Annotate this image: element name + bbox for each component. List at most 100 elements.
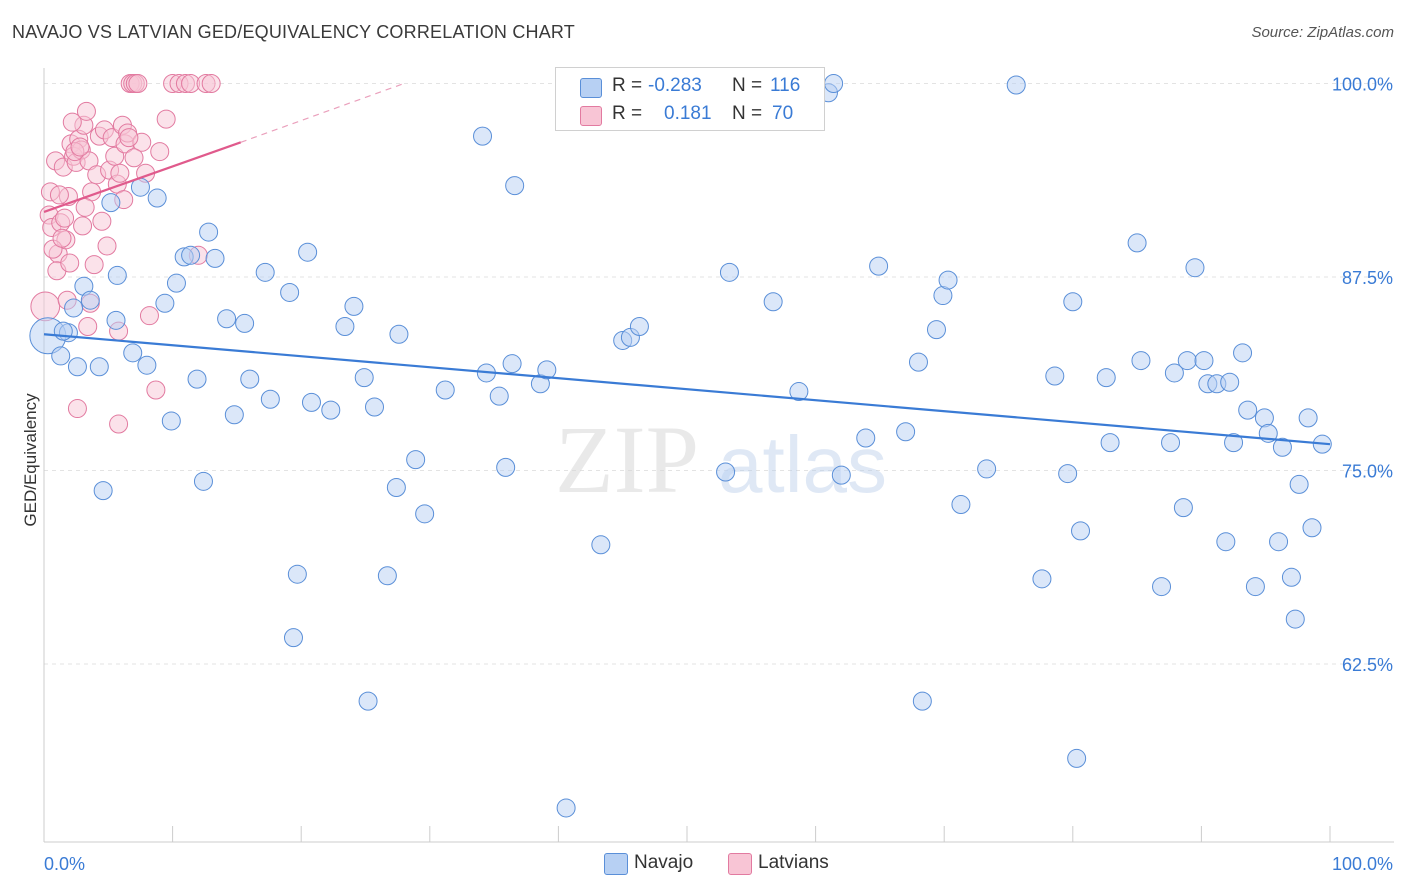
n-label: N = bbox=[732, 75, 763, 96]
navajo-point bbox=[502, 354, 522, 374]
navajo-point bbox=[354, 368, 374, 388]
navajo-point bbox=[386, 478, 406, 498]
y-tick-label: 100.0% bbox=[1332, 74, 1393, 94]
navajo-point bbox=[199, 222, 219, 242]
latvians-point bbox=[92, 211, 112, 231]
latvians-point bbox=[73, 216, 93, 236]
navajo-point bbox=[280, 282, 300, 302]
navajo-point bbox=[856, 428, 876, 448]
navajo-trend-line bbox=[43, 333, 1331, 446]
x-tick-label: 0.0% bbox=[44, 854, 85, 874]
navajo-point bbox=[1058, 464, 1078, 484]
navajo-point bbox=[869, 256, 889, 276]
y-tick-label: 62.5% bbox=[1342, 655, 1393, 675]
latvians-point bbox=[124, 148, 144, 168]
x-tick-label: 100.0% bbox=[1332, 854, 1393, 874]
navajo-point bbox=[926, 320, 946, 340]
navajo-point bbox=[1100, 433, 1120, 453]
navajo-point bbox=[1032, 569, 1052, 589]
latvians-point bbox=[49, 185, 69, 205]
tick-labels: 62.5% 75.0% 87.5% 100.0% 0.0% 100.0% bbox=[44, 74, 1393, 874]
navajo-point bbox=[166, 273, 186, 293]
latvians-point bbox=[67, 399, 87, 419]
navajo-point bbox=[321, 400, 341, 420]
n-value: 70 bbox=[772, 103, 794, 124]
latvians-trend-extension bbox=[240, 82, 405, 143]
latvians-point bbox=[60, 253, 80, 273]
navajo-point bbox=[80, 290, 100, 310]
navajo-point bbox=[260, 389, 280, 409]
navajo-point bbox=[1173, 498, 1193, 518]
r-value: -0.283 bbox=[648, 75, 702, 96]
navajo-point bbox=[896, 422, 916, 442]
navajo-point bbox=[1067, 748, 1087, 768]
navajo-point bbox=[1233, 343, 1253, 363]
latvians-point bbox=[75, 197, 95, 217]
navajo-point bbox=[137, 355, 157, 375]
navajo-point bbox=[1185, 258, 1205, 278]
navajo-point bbox=[415, 504, 435, 524]
r-label: R = bbox=[612, 103, 643, 124]
navajo-point bbox=[106, 310, 126, 330]
y-tick-label: 87.5% bbox=[1342, 268, 1393, 288]
navajo-point bbox=[1152, 577, 1172, 597]
navajo-point bbox=[123, 343, 143, 363]
latvians-point bbox=[128, 73, 148, 93]
navajo-point bbox=[287, 564, 307, 584]
navajo-point bbox=[1127, 233, 1147, 253]
latvians-point bbox=[119, 128, 139, 148]
navajo-point bbox=[358, 691, 378, 711]
latvians-point bbox=[70, 137, 90, 157]
navajo-point bbox=[64, 298, 84, 318]
navajo-point bbox=[1063, 292, 1083, 312]
navajo-point bbox=[719, 262, 739, 282]
chart-title: NAVAJO VS LATVIAN GED/EQUIVALENCY CORREL… bbox=[12, 22, 575, 42]
r-label: R = bbox=[612, 75, 643, 96]
navajo-point bbox=[224, 405, 244, 425]
navajo-point bbox=[1006, 75, 1026, 95]
navajo-point bbox=[716, 462, 736, 482]
navajo-point bbox=[161, 411, 181, 431]
navajo-swatch bbox=[580, 78, 602, 98]
navajo-point bbox=[629, 317, 649, 337]
navajo-point bbox=[1302, 518, 1322, 538]
navajo-point bbox=[1269, 532, 1289, 552]
navajo-point bbox=[107, 265, 127, 285]
navajo-point bbox=[67, 357, 87, 377]
navajo-point bbox=[1216, 532, 1236, 552]
navajo-point bbox=[938, 270, 958, 290]
latvians-point bbox=[110, 163, 130, 183]
latvians-point bbox=[201, 73, 221, 93]
navajo-point bbox=[912, 691, 932, 711]
navajo-point bbox=[831, 465, 851, 485]
navajo-point bbox=[1272, 437, 1292, 457]
latvians-point bbox=[84, 255, 104, 275]
stats-legend: R = -0.283 N = 116 R = 0.181 N = 70 bbox=[555, 67, 825, 131]
legend-row-navajo: R = -0.283 N = 116 bbox=[556, 73, 824, 101]
r-value: 0.181 bbox=[664, 103, 712, 124]
navajo-point bbox=[1285, 609, 1305, 629]
navajo-point bbox=[335, 317, 355, 337]
latvians-point bbox=[62, 112, 82, 132]
navajo-point bbox=[1177, 351, 1197, 371]
navajo-point bbox=[1071, 521, 1091, 541]
latvians-point bbox=[109, 414, 129, 434]
latvians-point bbox=[52, 228, 72, 248]
latvians-trend-line bbox=[43, 141, 242, 214]
latvians-point bbox=[76, 101, 96, 121]
navajo-point bbox=[1245, 577, 1265, 597]
latvians-point bbox=[156, 109, 176, 129]
navajo-point bbox=[489, 386, 509, 406]
latvians-point bbox=[78, 317, 98, 337]
latvians-point bbox=[139, 306, 159, 326]
navajo-point bbox=[1096, 368, 1116, 388]
navajo-point bbox=[824, 73, 844, 93]
navajo-point bbox=[406, 450, 426, 470]
watermark: ZIP atlas bbox=[555, 406, 887, 513]
latvians-point bbox=[97, 236, 117, 256]
navajo-point bbox=[1224, 433, 1244, 453]
latvians-point bbox=[55, 208, 75, 228]
navajo-point bbox=[389, 324, 409, 344]
navajo-point bbox=[193, 471, 213, 491]
navajo-point bbox=[187, 369, 207, 389]
